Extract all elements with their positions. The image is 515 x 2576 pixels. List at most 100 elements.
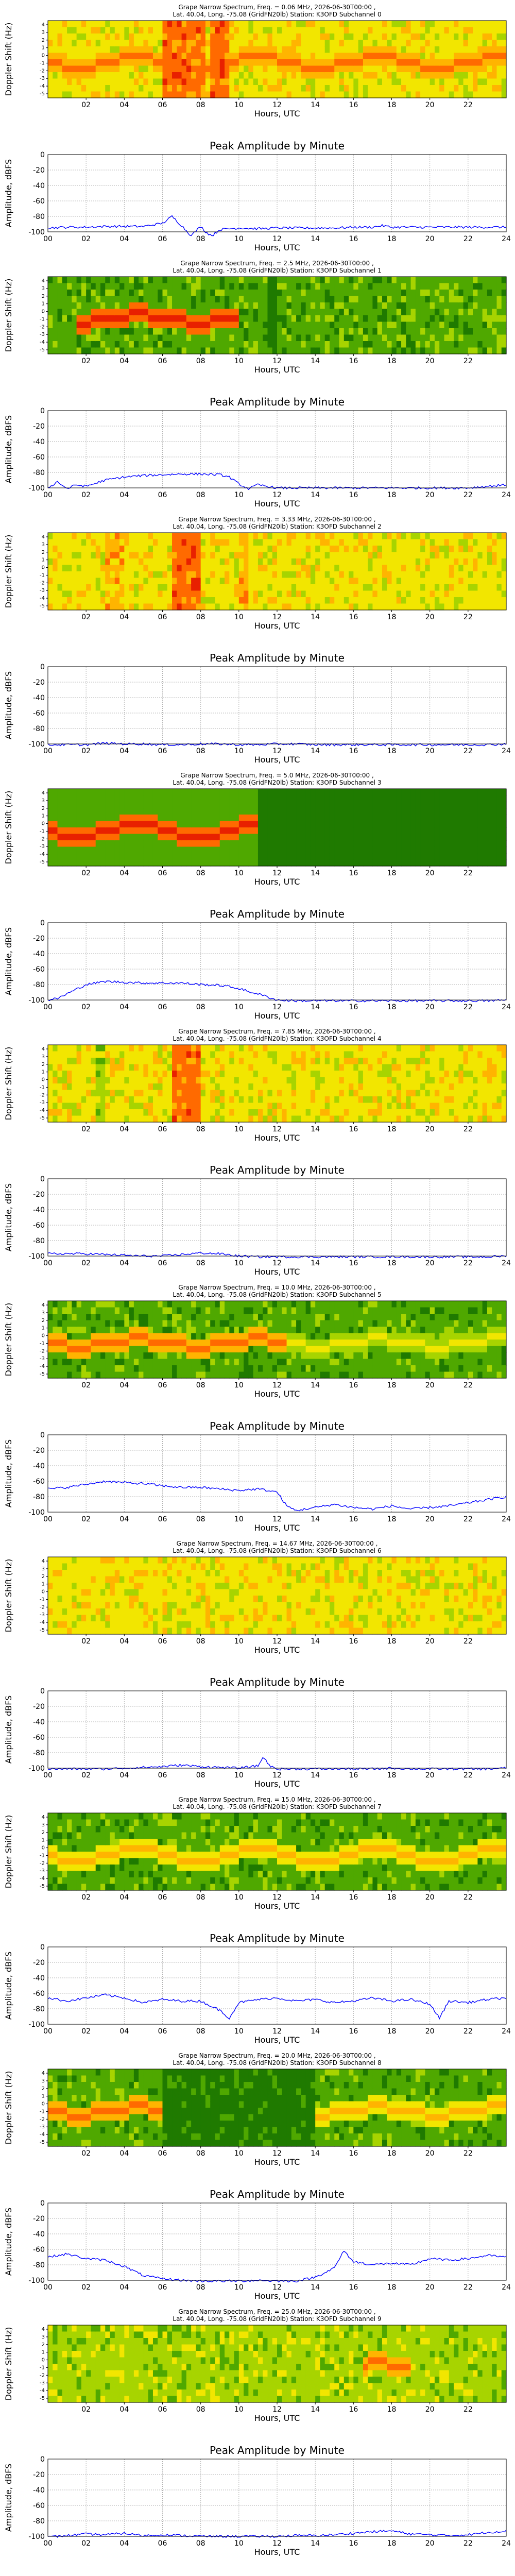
heat-cell bbox=[152, 72, 158, 79]
heat-cell bbox=[172, 840, 177, 848]
heat-cell bbox=[463, 533, 469, 540]
amplitude-frame bbox=[47, 410, 507, 488]
heat-cell bbox=[501, 27, 507, 34]
heat-cell bbox=[277, 795, 282, 802]
heat-cell bbox=[430, 85, 435, 92]
heat-cell bbox=[114, 552, 120, 559]
heat-cell bbox=[76, 277, 82, 284]
heat-cell bbox=[91, 815, 96, 822]
heat-cell bbox=[205, 321, 211, 329]
heat-cell bbox=[444, 283, 450, 290]
heat-cell bbox=[410, 328, 416, 335]
spectrogram-xtick-label: 22 bbox=[464, 357, 473, 365]
heat-cell bbox=[219, 795, 225, 802]
heat-cell bbox=[391, 328, 397, 335]
heat-cell bbox=[81, 827, 87, 835]
heat-cell bbox=[363, 315, 368, 323]
heat-cell bbox=[100, 85, 106, 92]
heat-cell bbox=[439, 821, 445, 828]
heat-cell bbox=[186, 584, 192, 591]
heat-cell bbox=[358, 827, 364, 835]
heat-cell bbox=[105, 315, 111, 323]
heat-cell bbox=[468, 546, 473, 553]
doppler-tick-label: 4 bbox=[42, 22, 45, 28]
heat-cell bbox=[258, 795, 263, 802]
heat-cell bbox=[248, 283, 254, 290]
heat-cell bbox=[430, 802, 435, 809]
heat-cell bbox=[258, 328, 263, 335]
doppler-tick-label: -2 bbox=[40, 580, 45, 586]
heat-cell bbox=[415, 277, 421, 284]
heat-cell bbox=[72, 46, 77, 54]
heat-cell bbox=[86, 277, 92, 284]
heat-cell bbox=[406, 72, 411, 79]
heat-cell bbox=[425, 277, 431, 284]
heat-cell bbox=[100, 27, 106, 34]
heat-cell bbox=[229, 302, 235, 310]
heat-cell bbox=[458, 33, 464, 41]
heat-cell bbox=[420, 59, 425, 66]
heat-cell bbox=[363, 321, 368, 329]
heat-cell bbox=[100, 296, 106, 303]
heat-cell bbox=[463, 91, 469, 98]
heat-cell bbox=[434, 277, 440, 284]
heat-cell bbox=[95, 296, 101, 303]
heat-cell bbox=[225, 65, 230, 73]
heat-cell bbox=[406, 277, 411, 284]
heat-cell bbox=[501, 53, 507, 60]
heat-cell bbox=[48, 584, 53, 591]
heat-cell bbox=[463, 290, 469, 297]
heat-cell bbox=[248, 321, 254, 329]
heat-cell bbox=[310, 571, 316, 579]
heat-cell bbox=[114, 603, 120, 611]
heat-cell bbox=[76, 597, 82, 604]
heat-cell bbox=[496, 795, 502, 802]
heat-cell bbox=[100, 53, 106, 60]
heat-cell bbox=[449, 334, 454, 342]
heat-cell bbox=[91, 341, 96, 348]
heat-cell bbox=[454, 328, 459, 335]
heat-cell bbox=[286, 91, 292, 98]
heat-cell bbox=[473, 302, 478, 310]
heat-cell bbox=[430, 91, 435, 98]
heat-cell bbox=[248, 789, 254, 796]
heat-cell bbox=[191, 597, 196, 604]
heat-cell bbox=[324, 283, 330, 290]
amplitude-plot: Peak Amplitude by Minute0-20-40-60-80-10… bbox=[4, 652, 511, 765]
heat-cell bbox=[225, 315, 230, 323]
spectrogram-xtick-label: 02 bbox=[81, 357, 91, 365]
heat-cell bbox=[86, 347, 92, 354]
heat-cell bbox=[382, 795, 387, 802]
heat-cell bbox=[396, 91, 402, 98]
heat-cell bbox=[334, 290, 340, 297]
channel-3: Grape Narrow Spectrum, Freq. = 5.0 MHz, … bbox=[4, 772, 511, 1021]
amplitude-ytick-label: -60 bbox=[33, 453, 45, 462]
heat-cell bbox=[263, 59, 268, 66]
heat-cell bbox=[444, 290, 450, 297]
heat-cell bbox=[458, 859, 464, 867]
heat-cell bbox=[363, 795, 368, 802]
heat-cell bbox=[234, 565, 239, 572]
heat-cell bbox=[267, 846, 273, 854]
heat-cell bbox=[67, 802, 72, 809]
heat-cell bbox=[200, 46, 206, 54]
heat-cell bbox=[339, 590, 345, 598]
heat-cell bbox=[129, 578, 134, 585]
heat-cell bbox=[186, 53, 192, 60]
heat-cell bbox=[244, 533, 249, 540]
heat-cell bbox=[225, 558, 230, 566]
heat-cell bbox=[81, 590, 87, 598]
heat-cell bbox=[76, 795, 82, 802]
heat-cell bbox=[148, 597, 153, 604]
spectrogram-xtick-label: 18 bbox=[387, 101, 397, 109]
heat-cell bbox=[449, 277, 454, 284]
heat-cell bbox=[391, 33, 397, 41]
heat-cell bbox=[372, 309, 378, 316]
heat-cell bbox=[53, 33, 58, 41]
heat-cell bbox=[196, 315, 201, 323]
heat-cell bbox=[410, 321, 416, 329]
heat-cell bbox=[81, 315, 87, 323]
heat-cell bbox=[301, 597, 306, 604]
heat-cell bbox=[124, 802, 130, 809]
amplitude-title: Peak Amplitude by Minute bbox=[210, 140, 345, 152]
